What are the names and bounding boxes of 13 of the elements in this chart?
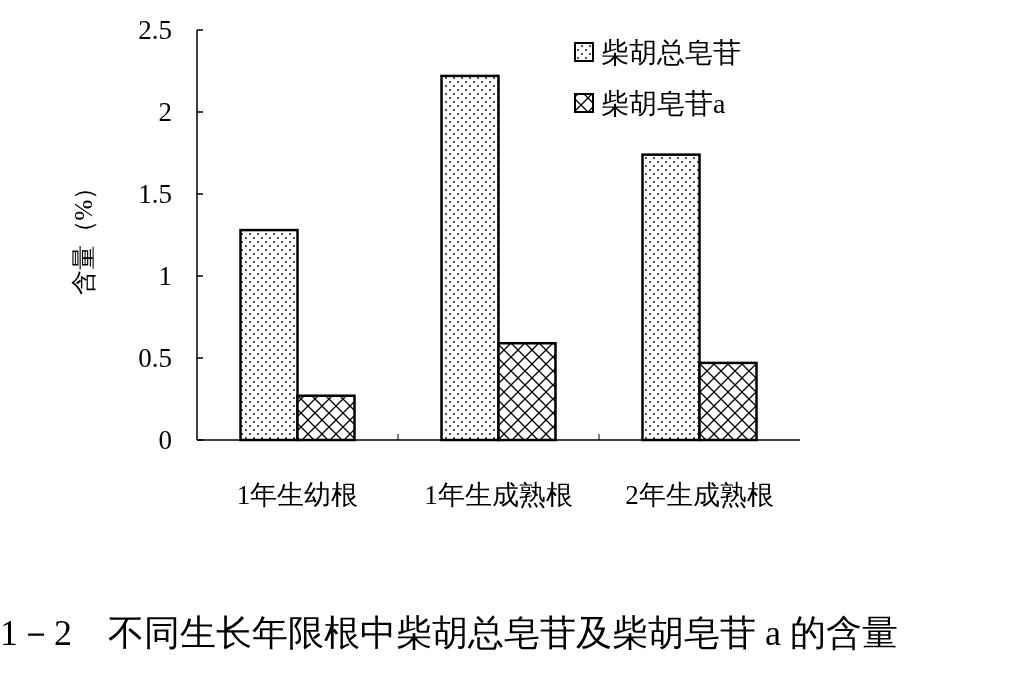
legend-label: 柴胡皂苷a bbox=[601, 88, 726, 119]
x-tick-label: 2年生成熟根 bbox=[625, 480, 774, 510]
y-tick-label: 1.5 bbox=[138, 179, 172, 209]
y-tick-label: 0 bbox=[158, 425, 172, 455]
text: 1－2 不同生长年限根中柴胡总皂苷及柴胡皂苷 a 的含量 bbox=[0, 613, 898, 653]
y-tick-label: 2.5 bbox=[138, 15, 172, 45]
y-tick-label: 1 bbox=[158, 261, 172, 291]
legend-label: 柴胡总皂苷 bbox=[601, 37, 741, 68]
y-tick-label: 2 bbox=[158, 97, 172, 127]
y-axis-title: 含量（%） bbox=[70, 174, 97, 296]
x-tick-label: 1年生幼根 bbox=[236, 480, 359, 510]
x-tick-label: 1年生成熟根 bbox=[424, 480, 573, 510]
y-tick-label: 0.5 bbox=[138, 343, 172, 373]
